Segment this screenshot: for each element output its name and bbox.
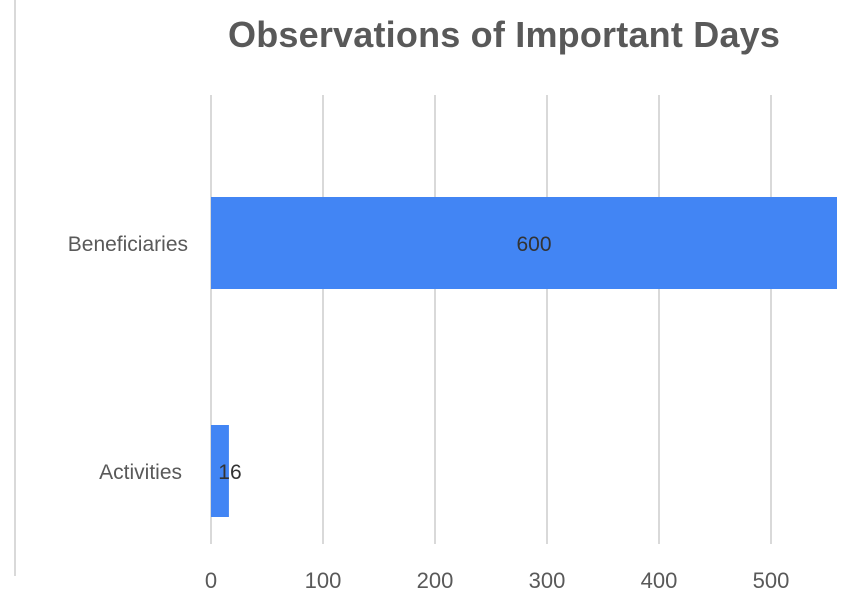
gridlines (210, 95, 772, 544)
category-label-beneficiaries: Beneficiaries (68, 233, 188, 256)
chart-frame-border (14, 0, 16, 576)
category-labels: Beneficiaries Activities (68, 233, 188, 484)
x-tick-label-0: 0 (205, 568, 217, 589)
x-tick-label-200: 200 (417, 568, 454, 589)
x-tick-label-300: 300 (529, 568, 566, 589)
value-label-beneficiaries: 600 (516, 233, 551, 256)
x-tick-label-400: 400 (641, 568, 678, 589)
bar-beneficiaries[interactable] (211, 197, 837, 289)
value-label-activities: 16 (218, 461, 241, 484)
chart-title: Observations of Important Days (228, 14, 781, 55)
x-tick-label-500: 500 (753, 568, 790, 589)
value-labels: 600 16 (218, 233, 551, 484)
bars (211, 197, 837, 517)
bar-activities[interactable] (211, 425, 229, 517)
x-tick-label-100: 100 (305, 568, 342, 589)
x-tick-labels: 0 100 200 300 400 500 (205, 568, 789, 589)
category-label-activities: Activities (99, 461, 182, 484)
